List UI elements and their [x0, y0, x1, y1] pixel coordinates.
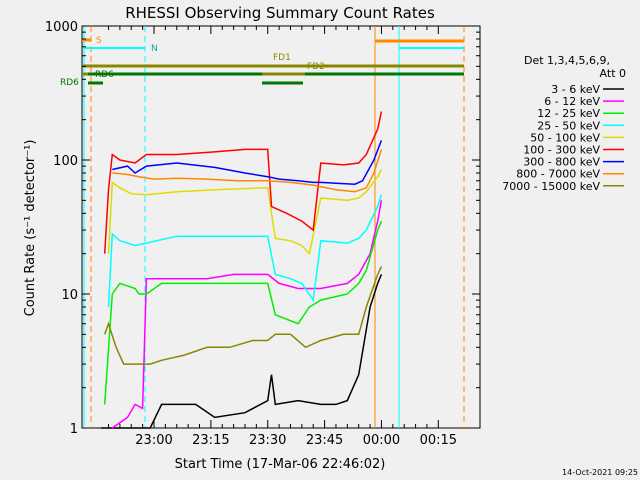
legend-label-2: 12 - 25 keV	[537, 107, 600, 120]
fd1-flag-label: FD1	[273, 53, 291, 63]
series-line-1	[111, 200, 383, 429]
rd6-flag-label-2: RD6	[60, 78, 79, 88]
legend-label-0: 3 - 6 keV	[551, 83, 600, 96]
s-flag-label: S	[96, 36, 102, 46]
n-flag-label: N	[151, 44, 158, 54]
legend-header-2: Att 0	[600, 67, 626, 80]
timestamp: 14-Oct-2021 09:25	[562, 468, 638, 477]
x-tick-label: 23:45	[306, 433, 343, 448]
rd6-flag-label: RD6	[95, 70, 114, 80]
x-tick-label: 23:15	[192, 433, 229, 448]
fd2-flag-label: FD2	[307, 62, 325, 72]
x-tick-label: 23:00	[135, 433, 172, 448]
observing-flags: S N FD1 FD2 RD6 RD6	[60, 26, 465, 428]
series-line-5	[103, 111, 383, 254]
y-tick-label: 1000	[45, 20, 78, 35]
series-line-2	[103, 220, 383, 405]
series-line-8	[103, 266, 383, 365]
y-tick-label: 1	[70, 422, 78, 437]
series-line-0	[101, 274, 383, 429]
series-line-3	[107, 194, 383, 308]
y-tick-label: 100	[53, 154, 78, 169]
legend-label-5: 100 - 300 keV	[523, 144, 600, 157]
legend-header-1: Det 1,3,4,5,6,9,	[524, 54, 610, 67]
x-tick-label: 00:00	[363, 433, 400, 448]
series-line-7	[112, 149, 383, 193]
legend-label-8: 7000 - 15000 keV	[502, 180, 600, 193]
legend-label-4: 50 - 100 keV	[530, 131, 600, 144]
legend-label-3: 25 - 50 keV	[537, 119, 600, 132]
series-line-4	[107, 169, 383, 256]
legend-label-1: 6 - 12 keV	[544, 95, 600, 108]
x-axis-label: Start Time (17-Mar-06 22:46:02)	[175, 457, 386, 472]
legend-label-7: 800 - 7000 keV	[516, 168, 600, 181]
series-line-6	[112, 140, 383, 185]
plot-area	[81, 25, 481, 429]
y-axis-label: Count Rate (s⁻¹ detector⁻¹)	[23, 140, 38, 317]
y-tick-label: 10	[61, 288, 78, 303]
x-tick-label: 23:30	[249, 433, 286, 448]
series-lines	[101, 111, 383, 429]
legend-label-6: 300 - 800 keV	[523, 156, 600, 169]
x-tick-label: 00:15	[420, 433, 457, 448]
chart-title: RHESSI Observing Summary Count Rates	[125, 4, 435, 22]
axis-ticks: 1 10 100 1000 23:00 23:15 23:30 23:45 00:00 00:15	[45, 20, 480, 448]
